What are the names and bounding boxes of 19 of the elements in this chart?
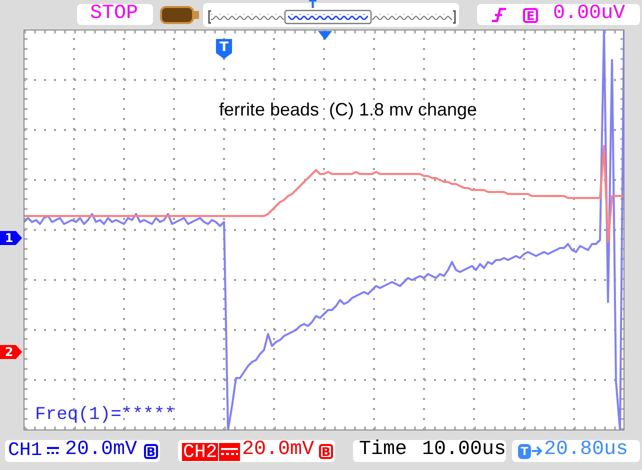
text: CH2 [182, 440, 218, 462]
annotation: T [216, 39, 232, 59]
text: T [518, 444, 531, 459]
text: B [319, 444, 333, 459]
annotation: Freq(1)=***** [35, 405, 176, 426]
text: 10.00us [422, 438, 506, 461]
text: ferrite beads (C) 1.8 mv change [218, 99, 478, 120]
text: 20.80us [544, 438, 628, 461]
text: 20.0mV [65, 438, 138, 461]
text: 0.00uV [553, 2, 626, 25]
text: B [144, 444, 158, 459]
text: E [523, 8, 538, 23]
text: 1 [0, 231, 22, 245]
text: CH1 [8, 438, 42, 461]
text: 20.0mV [242, 438, 314, 461]
text: T [309, 0, 317, 11]
text: STOP [90, 2, 138, 25]
text: 2 [0, 345, 22, 359]
text: Time [359, 438, 408, 461]
